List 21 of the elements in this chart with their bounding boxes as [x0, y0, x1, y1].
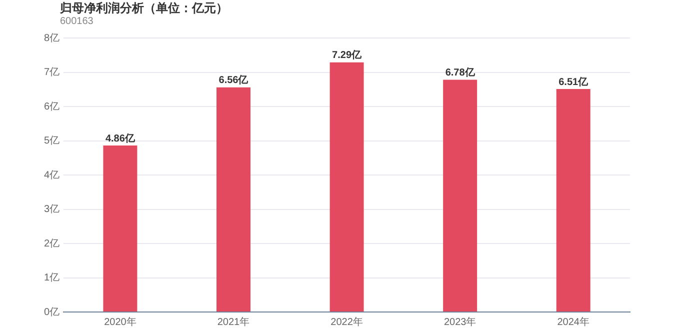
- chart-subtitle: 600163: [60, 16, 94, 27]
- data-label: 4.86亿: [105, 132, 136, 144]
- x-tick-label: 2020年: [104, 316, 136, 328]
- y-tick-label: 3亿: [44, 204, 60, 215]
- y-tick-label: 6亿: [44, 101, 60, 112]
- x-tick-label: 2024年: [557, 316, 590, 328]
- data-label: 6.78亿: [445, 66, 476, 79]
- y-tick-label: 0亿: [44, 306, 60, 318]
- x-tick-label: 2022年: [330, 316, 363, 328]
- y-tick-label: 1亿: [44, 272, 60, 284]
- data-label: 6.56亿: [218, 74, 250, 86]
- data-label: 6.51亿: [558, 76, 590, 88]
- x-tick-label: 2021年: [217, 316, 250, 328]
- chart-title: 归母净利润分析（单位：亿元）: [60, 0, 228, 17]
- y-tick-label: 2亿: [44, 238, 60, 250]
- y-tick-label: 7亿: [44, 67, 60, 78]
- y-tick-label: 5亿: [44, 136, 60, 146]
- y-tick-label: 4亿: [44, 170, 60, 181]
- data-label: 7.29亿: [332, 49, 363, 62]
- x-tick-label: 2023年: [444, 316, 476, 328]
- y-tick-label: 8亿: [44, 32, 60, 44]
